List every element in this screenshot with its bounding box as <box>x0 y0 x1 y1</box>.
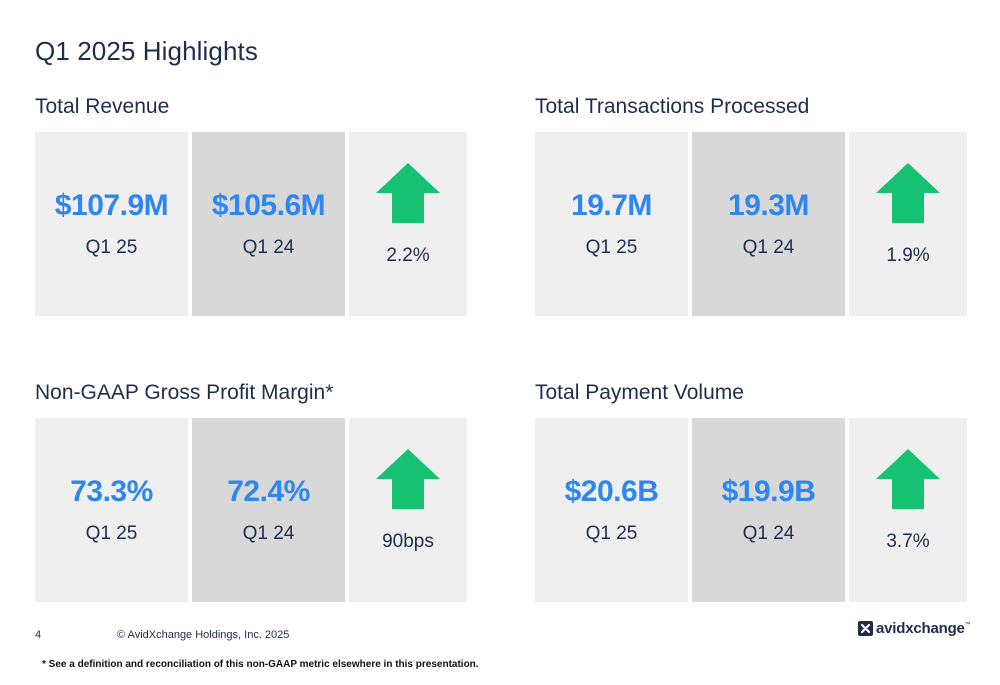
prior-value: 19.3M <box>728 189 809 222</box>
current-period-label: Q1 25 <box>585 523 638 544</box>
prior-period-tile: $19.9B Q1 24 <box>692 418 845 602</box>
current-value: 73.3% <box>70 475 153 508</box>
prior-period-label: Q1 24 <box>242 237 295 258</box>
current-period-label: Q1 25 <box>585 237 638 258</box>
change-value: 1.9% <box>886 245 930 266</box>
page-title: Q1 2025 Highlights <box>35 36 258 66</box>
change-tile: 3.7% <box>849 418 967 602</box>
change-tile: 1.9% <box>849 132 967 316</box>
kpi-section-total-transactions: Total Transactions Processed 19.7M Q1 25… <box>535 89 967 316</box>
kpi-tiles: 19.7M Q1 25 19.3M Q1 24 1.9% <box>535 132 967 316</box>
section-title: Total Transactions Processed <box>535 95 810 118</box>
current-period-label: Q1 25 <box>85 523 138 544</box>
change-tile: 2.2% <box>349 132 467 316</box>
prior-value: $105.6M <box>211 189 326 222</box>
section-title: Total Payment Volume <box>535 381 744 404</box>
prior-period-tile: $105.6M Q1 24 <box>192 132 345 316</box>
current-value: 19.7M <box>571 189 652 222</box>
prior-period-label: Q1 24 <box>742 237 795 258</box>
current-period-tile: 19.7M Q1 25 <box>535 132 688 316</box>
arrow-up-icon <box>876 163 940 223</box>
prior-period-tile: 72.4% Q1 24 <box>192 418 345 602</box>
prior-value: $19.9B <box>721 475 816 508</box>
current-value: $20.6B <box>564 475 659 508</box>
kpi-tiles: $107.9M Q1 25 $105.6M Q1 24 2.2% <box>35 132 467 316</box>
kpi-tiles: $20.6B Q1 25 $19.9B Q1 24 3.7% <box>535 418 967 602</box>
footnote: * See a definition and reconciliation of… <box>42 659 479 670</box>
kpi-section-total-revenue: Total Revenue $107.9M Q1 25 $105.6M Q1 2… <box>35 89 467 316</box>
change-tile: 90bps <box>349 418 467 602</box>
prior-period-label: Q1 24 <box>242 523 295 544</box>
prior-period-tile: 19.3M Q1 24 <box>692 132 845 316</box>
company-logo: avidxchange ™ <box>858 620 971 637</box>
kpi-tiles: 73.3% Q1 25 72.4% Q1 24 90bps <box>35 418 467 602</box>
prior-period-label: Q1 24 <box>742 523 795 544</box>
current-period-tile: $107.9M Q1 25 <box>35 132 188 316</box>
page-number: 4 <box>35 629 42 641</box>
current-period-tile: $20.6B Q1 25 <box>535 418 688 602</box>
section-title: Non-GAAP Gross Profit Margin* <box>35 381 334 404</box>
prior-value: 72.4% <box>227 475 310 508</box>
kpi-section-total-payment-volume: Total Payment Volume $20.6B Q1 25 $19.9B… <box>535 375 967 602</box>
change-value: 3.7% <box>886 531 930 552</box>
change-value: 90bps <box>382 531 434 552</box>
current-period-label: Q1 25 <box>85 237 138 258</box>
arrow-up-icon <box>376 163 440 223</box>
arrow-up-icon <box>376 449 440 509</box>
change-value: 2.2% <box>386 245 430 266</box>
current-period-tile: 73.3% Q1 25 <box>35 418 188 602</box>
kpi-section-gross-profit-margin: Non-GAAP Gross Profit Margin* 73.3% Q1 2… <box>35 375 467 602</box>
section-title: Total Revenue <box>35 95 170 118</box>
current-value: $107.9M <box>54 189 169 222</box>
logo-text: avidxchange <box>876 620 965 637</box>
logo-trademark: ™ <box>964 622 971 628</box>
copyright-text: © AvidXchange Holdings, Inc. 2025 <box>117 629 290 641</box>
arrow-up-icon <box>876 449 940 509</box>
x-logo-icon <box>858 621 873 636</box>
